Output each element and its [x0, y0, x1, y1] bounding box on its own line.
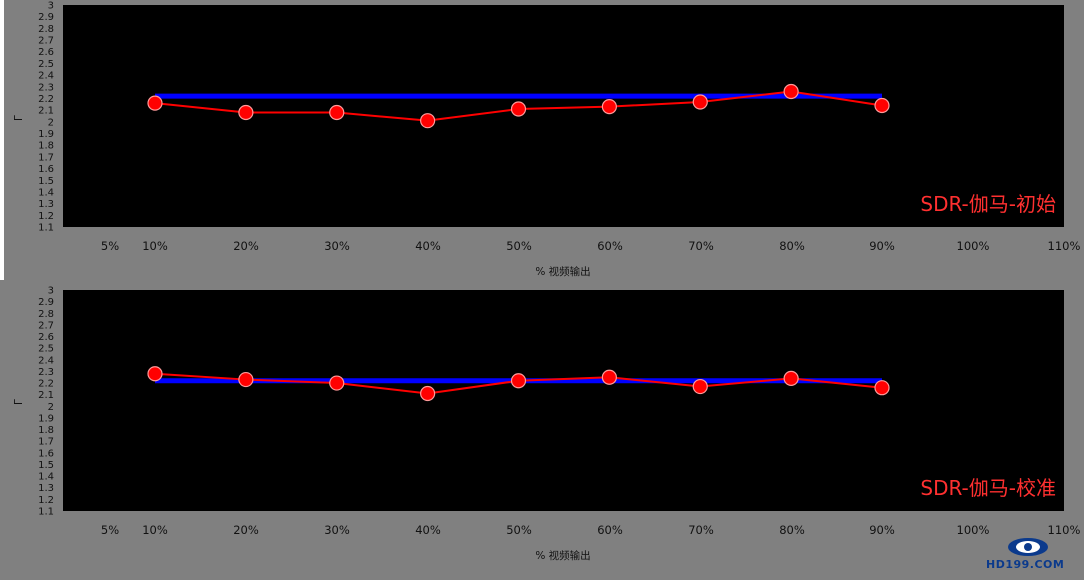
- x-tick-label: 100%: [957, 239, 990, 253]
- data-point: [783, 370, 799, 386]
- x-tick-label: 70%: [688, 239, 714, 253]
- y-tick-label: 2.5: [38, 59, 54, 70]
- y-tick-label: 2.7: [38, 36, 54, 47]
- x-tick-label: 10%: [142, 523, 168, 537]
- x-tick-label: 30%: [324, 523, 350, 537]
- y-tick-label: 1.1: [38, 507, 54, 518]
- y-tick-label: 1.2: [38, 211, 54, 222]
- x-tick-label: 70%: [688, 523, 714, 537]
- x-tick-label: 30%: [324, 239, 350, 253]
- y-tick-label: 2.1: [38, 106, 54, 117]
- data-point: [692, 378, 708, 395]
- x-tick-label: 110%: [1048, 239, 1081, 253]
- hd199-logo: HD199.COM: [980, 536, 1080, 576]
- x-axis-title: % 视频输出: [535, 265, 590, 278]
- y-tick-label: 1.4: [38, 187, 54, 198]
- y-tick-label: 1.1: [38, 223, 54, 234]
- x-tick-label: 20%: [233, 523, 259, 537]
- x-tick-label: 5%: [101, 239, 119, 253]
- data-point: [420, 113, 436, 129]
- y-tick-label: 2.2: [38, 94, 54, 105]
- y-tick-label: 1.5: [38, 176, 54, 187]
- y-tick-label: 2.8: [38, 309, 54, 320]
- panel-label: SDR-伽马-初始: [920, 192, 1056, 216]
- data-point: [601, 99, 617, 115]
- y-tick-label: 1.5: [38, 460, 54, 471]
- x-axis-title: % 视频输出: [535, 549, 590, 562]
- x-tick-label: 40%: [415, 523, 441, 537]
- data-point: [510, 373, 527, 389]
- data-point: [874, 380, 890, 396]
- y-tick-label: 2.9: [38, 12, 54, 23]
- data-point: [329, 104, 345, 121]
- data-point: [874, 97, 890, 114]
- y-tick-label: 2.2: [38, 379, 54, 390]
- x-tick-label: 80%: [779, 239, 805, 253]
- y-tick-label: 1.6: [38, 164, 54, 175]
- data-point: [329, 375, 345, 391]
- x-tick-label: 90%: [869, 523, 895, 537]
- y-axis-title: Γ: [13, 115, 25, 121]
- y-tick-label: 3: [48, 286, 54, 297]
- x-tick-label: 60%: [597, 239, 623, 253]
- x-tick-label: 60%: [597, 523, 623, 537]
- panel-label: SDR-伽马-校准: [920, 476, 1056, 500]
- y-tick-label: 2.8: [38, 24, 54, 35]
- x-tick-label: 10%: [142, 239, 168, 253]
- data-point: [420, 385, 436, 402]
- y-tick-label: 3: [48, 1, 54, 12]
- data-point: [783, 83, 799, 100]
- data-point: [510, 101, 527, 117]
- y-tick-label: 1.8: [38, 425, 54, 436]
- x-tick-label: 110%: [1048, 523, 1081, 537]
- y-tick-label: 1.4: [38, 472, 54, 483]
- x-tick-label: 50%: [506, 239, 532, 253]
- x-tick-label: 40%: [415, 239, 441, 253]
- y-tick-label: 1.3: [38, 199, 54, 210]
- y-tick-label: 1.6: [38, 448, 54, 459]
- x-tick-label: 5%: [101, 523, 119, 537]
- eye-logo-icon: [1008, 538, 1048, 556]
- y-tick-label: 2.4: [38, 355, 54, 366]
- data-point: [238, 371, 254, 388]
- data-point: [147, 366, 163, 382]
- x-tick-label: 100%: [957, 523, 990, 537]
- y-tick-label: 1.7: [38, 437, 54, 448]
- y-tick-label: 2.6: [38, 47, 54, 58]
- y-tick-label: 2: [48, 117, 54, 128]
- y-tick-label: 2: [48, 402, 54, 413]
- y-tick-label: 2.1: [38, 390, 54, 401]
- y-tick-label: 1.8: [38, 141, 54, 152]
- x-tick-label: 20%: [233, 239, 259, 253]
- y-tick-label: 2.3: [38, 82, 54, 93]
- y-tick-label: 2.4: [38, 71, 54, 82]
- y-tick-label: 1.9: [38, 413, 54, 424]
- x-tick-label: 50%: [506, 523, 532, 537]
- data-point: [601, 369, 617, 385]
- y-tick-label: 2.5: [38, 344, 54, 355]
- y-axis-title: Γ: [13, 399, 25, 405]
- y-tick-label: 1.9: [38, 129, 54, 140]
- x-tick-label: 90%: [869, 239, 895, 253]
- y-tick-label: 2.9: [38, 297, 54, 308]
- y-tick-label: 2.7: [38, 320, 54, 331]
- y-tick-label: 1.7: [38, 152, 54, 163]
- data-point: [238, 104, 254, 121]
- plot-area-1: [63, 5, 1064, 227]
- white-edge-strip: [0, 0, 4, 280]
- y-tick-label: 1.3: [38, 483, 54, 494]
- plot-area-2: [63, 290, 1064, 511]
- y-tick-label: 2.6: [38, 332, 54, 343]
- data-point: [147, 95, 163, 111]
- data-point: [692, 94, 708, 110]
- y-tick-label: 1.2: [38, 495, 54, 506]
- x-tick-label: 80%: [779, 523, 805, 537]
- y-tick-label: 2.3: [38, 367, 54, 378]
- logo-text: HD199.COM: [986, 558, 1065, 571]
